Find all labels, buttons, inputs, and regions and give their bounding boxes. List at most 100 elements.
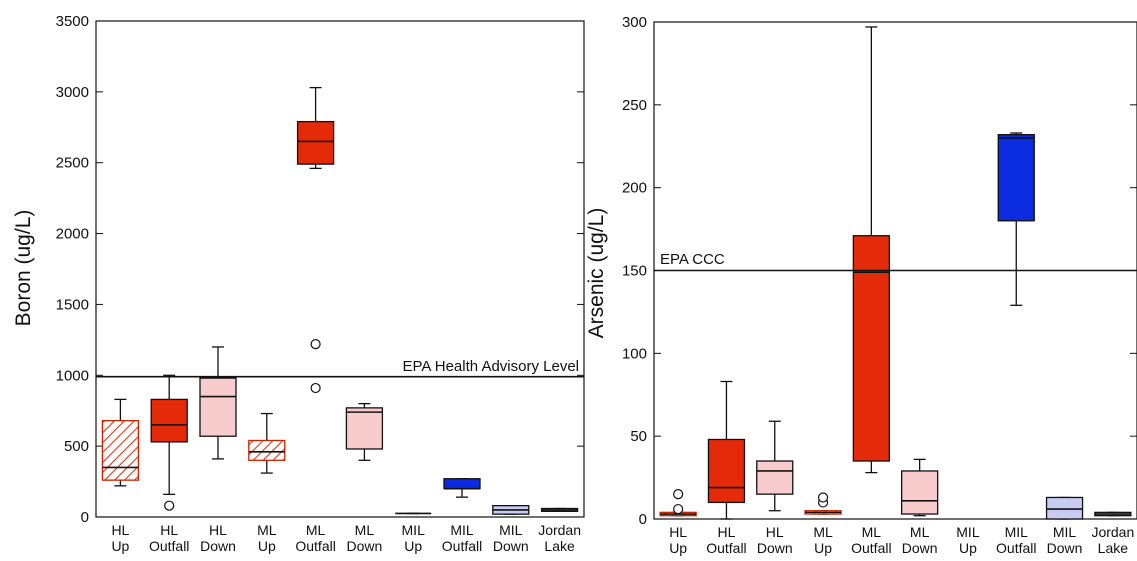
box-4	[296, 86, 335, 394]
y-tick-label: 50	[630, 428, 647, 445]
category-label-line: MIL	[450, 522, 474, 538]
category-label-line: MIL	[956, 524, 980, 540]
category-label-line: Down	[347, 538, 383, 554]
y-tick-label: 0	[639, 511, 647, 528]
outlier-point	[310, 382, 321, 394]
box-5	[901, 458, 939, 517]
category-label-line: Up	[258, 538, 276, 554]
category-label-line: HL	[111, 522, 129, 538]
box-body	[707, 438, 746, 504]
box-1	[707, 380, 746, 520]
y-tick-label: 100	[622, 345, 647, 362]
category-label-line: ML	[910, 524, 930, 540]
box-body	[852, 235, 890, 462]
box-9	[1094, 511, 1132, 517]
category-label-line: Outfall	[851, 540, 891, 556]
box-body	[199, 377, 237, 437]
category-label-line: Outfall	[149, 538, 189, 554]
box-body	[150, 398, 188, 443]
category-label-line: HL	[669, 524, 687, 540]
box-3	[248, 412, 286, 474]
category-label-line: Up	[814, 540, 832, 556]
category-label-line: ML	[862, 524, 882, 540]
box-7	[997, 132, 1035, 306]
reference-line-label: EPA CCC	[660, 251, 725, 268]
outlier-point	[164, 500, 175, 511]
category-label-line: Down	[200, 538, 236, 554]
y-tick-label: 2000	[56, 226, 89, 243]
category-label-line: Jordan	[538, 522, 581, 538]
category-label-line: Down	[1047, 540, 1083, 556]
category-label-line: Up	[404, 538, 422, 554]
category-label: ML Outfall	[295, 522, 335, 554]
outlier-point	[310, 339, 321, 350]
category-label-line: Up	[111, 538, 129, 554]
category-label-line: MIL	[1005, 524, 1029, 540]
category-label-line: Jordan	[1091, 524, 1134, 540]
category-label-line: ML	[306, 522, 326, 538]
box-body	[101, 419, 140, 481]
box-body	[997, 134, 1035, 222]
box-5	[345, 402, 384, 461]
category-label: MIL Up	[956, 524, 980, 556]
category-label: MIL Outfall	[442, 522, 482, 554]
box-body	[443, 478, 481, 490]
category-label: ML Up	[813, 524, 833, 556]
category-label: HL Outfall	[149, 522, 189, 554]
box-body	[345, 407, 384, 450]
box-8	[1045, 496, 1084, 520]
y-tick-label: 150	[622, 263, 647, 280]
box-9	[540, 507, 579, 512]
box-1	[150, 374, 188, 511]
y-tick-label: 200	[622, 180, 647, 197]
y-tick-label: 500	[64, 438, 89, 455]
box-8	[492, 505, 530, 515]
y-axis-label: Boron (ug/L)	[12, 210, 35, 327]
category-label: ML Outfall	[851, 524, 891, 556]
box-3	[804, 492, 842, 515]
category-label: HL Up	[111, 522, 129, 554]
category-label-line: Up	[959, 540, 977, 556]
category-label: MIL Up	[402, 522, 426, 554]
box-2	[199, 346, 237, 460]
category-label-line: Outfall	[996, 540, 1036, 556]
category-label: ML Up	[257, 522, 277, 554]
category-label-line: Lake	[1098, 540, 1129, 556]
box-4	[852, 26, 890, 474]
category-label-line: Down	[757, 540, 793, 556]
box-body	[296, 120, 335, 165]
box-0	[101, 398, 140, 487]
outlier-point	[817, 492, 829, 503]
box-7	[443, 478, 481, 498]
category-label: MIL Down	[493, 522, 529, 554]
box-2	[756, 420, 794, 512]
category-label-line: HL	[717, 524, 735, 540]
category-label-line: Outfall	[295, 538, 335, 554]
category-label-line: Down	[493, 538, 529, 554]
y-tick-label: 300	[622, 14, 647, 31]
category-label-line: HL	[160, 522, 178, 538]
category-label: ML Down	[902, 524, 938, 556]
box-0	[659, 489, 697, 517]
category-label-line: HL	[766, 524, 784, 540]
category-label: ML Down	[347, 522, 383, 554]
category-label-line: HL	[209, 522, 227, 538]
category-label-line: ML	[355, 522, 375, 538]
category-label-line: Outfall	[706, 540, 746, 556]
y-tick-label: 1500	[56, 296, 89, 313]
reference-line-label: EPA Health Advisory Level	[403, 358, 579, 375]
outlier-point	[673, 503, 684, 515]
box-body	[248, 439, 286, 461]
category-label: HL Up	[669, 524, 687, 556]
outlier-point	[673, 489, 684, 500]
category-label-line: Lake	[544, 538, 575, 554]
y-tick-label: 0	[81, 509, 89, 526]
category-label: HL Outfall	[706, 524, 746, 556]
y-tick-label: 1000	[56, 367, 89, 384]
box-body	[1045, 496, 1084, 520]
category-label-line: MIL	[402, 522, 426, 538]
category-label: HL Down	[757, 524, 793, 556]
y-tick-label: 2500	[56, 155, 89, 172]
category-label: Jordan Lake	[538, 522, 581, 554]
